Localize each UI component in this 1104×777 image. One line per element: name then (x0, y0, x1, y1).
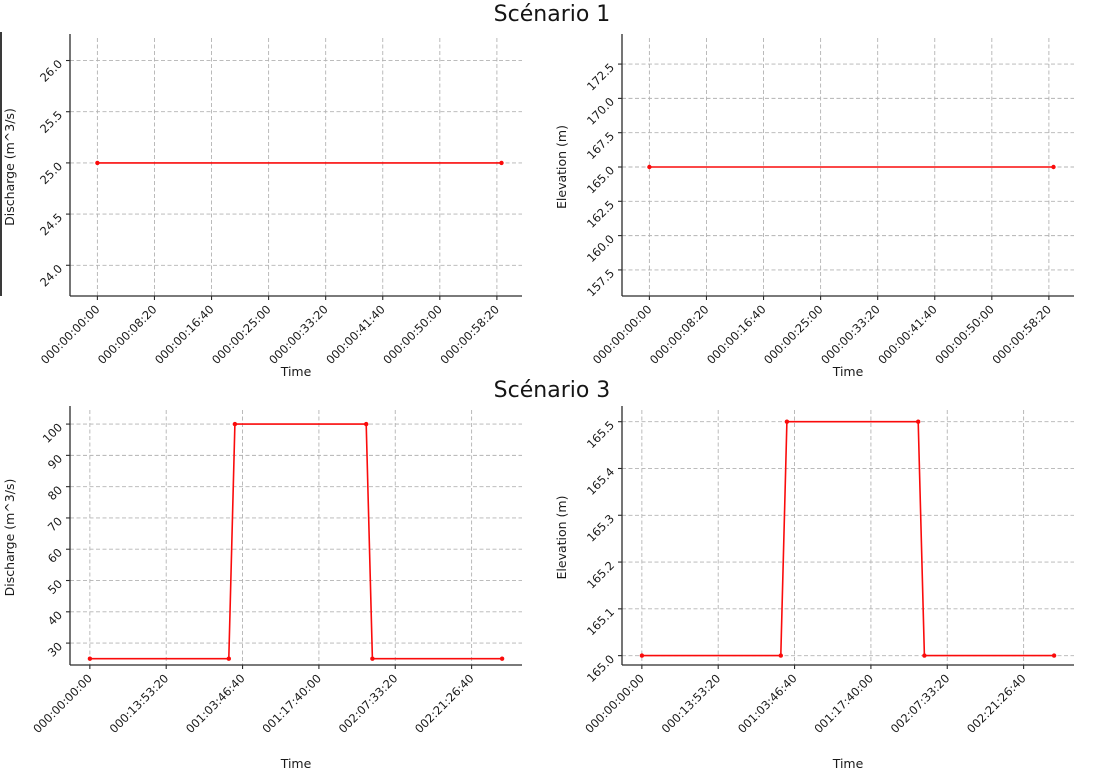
x-tick-label: 001:03:46:40 (735, 671, 800, 736)
y-tick-label: 100 (40, 420, 65, 445)
y-tick-label: 30 (45, 639, 65, 659)
y-tick-label: 162.5 (584, 198, 617, 231)
data-point-marker (87, 656, 93, 661)
scenario1-title: Scénario 1 (493, 2, 611, 27)
data-point-marker (916, 419, 921, 424)
x-tick-label: 000:00:00:00 (590, 302, 655, 367)
y-axis-label: Discharge (m^3/s) (2, 108, 17, 226)
y-tick-label: 26.0 (37, 57, 65, 85)
data-point-marker (784, 419, 790, 424)
x-axis-label: Time (280, 756, 312, 771)
x-tick-label: 000:00:33:20 (266, 302, 331, 367)
y-tick-label: 80 (45, 483, 65, 503)
data-point-marker (922, 653, 927, 658)
data-point-marker (499, 656, 505, 661)
x-tick-label: 001:17:40:00 (259, 671, 324, 736)
x-tick-label: 000:00:50:00 (380, 302, 445, 367)
chart-scenario3-discharge: 000:00:00:00 000:13:53:20 001:03:46:40 001:… (0, 402, 552, 777)
y-tick-label: 50 (45, 577, 65, 597)
y-tick-label: 90 (45, 452, 65, 472)
series-line (89, 423, 503, 660)
x-tick-label: 000:00:41:40 (323, 302, 388, 367)
data-point-marker (95, 160, 100, 166)
y-tick-label: 165.5 (584, 418, 617, 451)
chart-svg: 000:00:00:00 000:13:53:20 001:03:46:40 001:… (554, 406, 1074, 771)
x-axis-label: Time (280, 364, 312, 379)
y-tick-label: 160.0 (584, 232, 617, 265)
x-tick-label: 002:21:26:40 (964, 671, 1029, 736)
y-tick-label: 70 (45, 514, 65, 534)
chart-scenario1-elevation: 000:00:00:00 000:00:08:20 000:00:16:40 000:… (552, 28, 1104, 380)
y-tick-label: 165.4 (584, 465, 617, 498)
x-tick-label: 000:00:58:20 (437, 302, 502, 367)
x-tick-label: 000:00:50:00 (932, 302, 997, 367)
data-point-marker (364, 421, 369, 427)
x-tick-label: 000:00:00:00 (38, 302, 103, 367)
x-tick-label: 000:00:58:20 (989, 302, 1054, 367)
x-tick-label: 000:00:08:20 (95, 302, 160, 367)
y-tick-label: 165.1 (584, 605, 617, 638)
data-point-marker (639, 653, 645, 658)
chart-scenario3-elevation: 000:00:00:00 000:13:53:20 001:03:46:40 001:… (552, 402, 1104, 777)
x-tick-label: 002:07:33:20 (336, 671, 401, 736)
y-tick-label: 170.0 (584, 95, 617, 128)
x-tick-label: 002:21:26:40 (412, 671, 477, 736)
scenario3-title: Scénario 3 (493, 378, 611, 403)
y-tick-label: 165.3 (584, 511, 617, 544)
y-tick-label: 167.5 (584, 129, 617, 162)
chart-scenario1-discharge: 000:00:00:00 000:00:08:20 000:00:16:40 000:… (0, 28, 552, 380)
data-point-marker (499, 160, 504, 166)
figure-edge-line (0, 32, 2, 296)
x-tick-label: 000:00:16:40 (704, 302, 769, 367)
y-tick-label: 24.0 (37, 262, 65, 290)
data-point-marker (1051, 653, 1057, 658)
x-axis-label: Time (832, 756, 864, 771)
data-point-marker (778, 653, 783, 658)
x-tick-label: 000:00:25:00 (209, 302, 274, 367)
x-tick-label: 001:17:40:00 (811, 671, 876, 736)
x-axis-label: Time (832, 364, 864, 379)
data-point-marker (647, 164, 652, 170)
y-axis-label: Discharge (m^3/s) (2, 479, 17, 597)
x-tick-label: 000:13:53:20 (107, 671, 172, 736)
x-tick-label: 002:07:33:20 (888, 671, 953, 736)
y-tick-label: 172.5 (584, 60, 617, 93)
y-tick-label: 165.0 (584, 652, 617, 685)
x-tick-label: 000:00:16:40 (152, 302, 217, 367)
data-point-marker (370, 656, 375, 661)
y-tick-label: 24.5 (37, 210, 65, 238)
y-tick-label: 60 (45, 545, 65, 565)
y-tick-label: 165.2 (584, 558, 617, 591)
y-tick-label: 25.0 (37, 159, 65, 187)
x-tick-label: 000:00:41:40 (875, 302, 940, 367)
y-tick-label: 40 (45, 608, 65, 628)
x-tick-label: 000:00:08:20 (647, 302, 712, 367)
series-line (641, 420, 1055, 657)
data-point-marker (232, 421, 238, 427)
y-tick-label: 165.0 (584, 163, 617, 196)
y-axis-label: Elevation (m) (554, 125, 569, 209)
chart-svg: 000:00:00:00000:00:08:20000:00:16:40000:… (554, 34, 1074, 379)
x-tick-label: 000:13:53:20 (659, 671, 724, 736)
chart-svg: 000:00:00:00000:00:08:20000:00:16:40000:… (2, 34, 522, 379)
x-tick-label: 001:03:46:40 (183, 671, 248, 736)
chart-svg: 000:00:00:00 000:13:53:20 001:03:46:40 001:… (2, 406, 522, 771)
data-point-marker (226, 656, 231, 661)
x-tick-label: 000:00:33:20 (818, 302, 883, 367)
y-tick-label: 157.5 (584, 266, 617, 299)
x-tick-label: 000:00:00:00 (30, 671, 95, 736)
data-point-marker (1051, 164, 1056, 170)
x-tick-label: 000:00:25:00 (761, 302, 826, 367)
y-tick-label: 25.5 (37, 108, 65, 136)
y-axis-label: Elevation (m) (554, 496, 569, 580)
